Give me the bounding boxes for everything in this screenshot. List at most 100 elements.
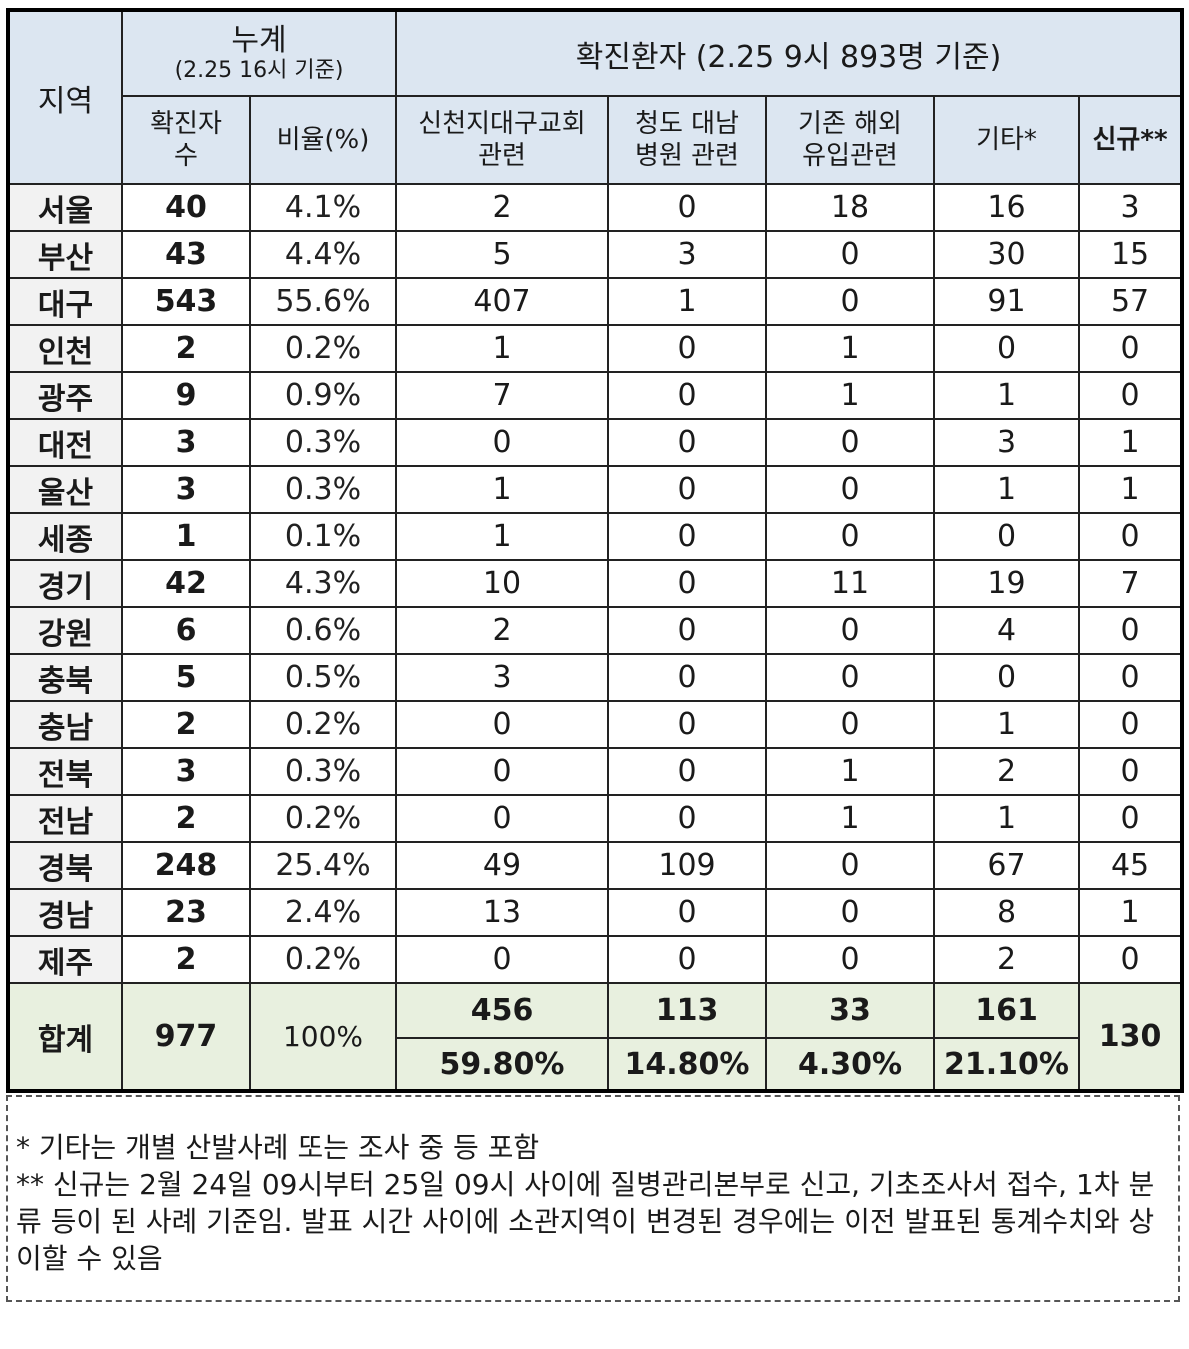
count-cell: 23 (121, 888, 251, 937)
count-cell: 2 (121, 700, 251, 749)
region-cell: 제주 (7, 935, 123, 984)
other-cell: 2 (933, 935, 1081, 984)
region-cell: 서울 (7, 183, 123, 232)
header-cheongdo: 청도 대남 병원 관련 (607, 95, 768, 185)
region-cell: 경기 (7, 559, 123, 608)
total-count: 977 (121, 982, 251, 1092)
cheongdo-cell: 3 (607, 230, 768, 279)
ratio-cell: 0.3% (248, 465, 398, 514)
count-cell: 5 (121, 653, 251, 702)
overseas-cell: 0 (765, 230, 936, 279)
cheongdo-cell: 0 (607, 747, 768, 796)
table-row: 강원 6 0.6% 2 0 0 4 0 (7, 606, 1184, 655)
table-row: 서울 40 4.1% 2 0 18 16 3 (7, 183, 1184, 232)
count-cell: 248 (121, 841, 251, 890)
overseas-cell: 0 (765, 888, 936, 937)
overseas-cell: 0 (765, 465, 936, 514)
count-cell: 2 (121, 324, 251, 373)
ratio-cell: 0.2% (248, 935, 398, 984)
new-cell: 57 (1078, 277, 1184, 326)
shincheonji-cell: 49 (395, 841, 610, 890)
count-cell: 40 (121, 183, 251, 232)
cheongdo-cell: 0 (607, 465, 768, 514)
ratio-cell: 4.4% (248, 230, 398, 279)
ratio-cell: 0.3% (248, 747, 398, 796)
count-cell: 9 (121, 371, 251, 420)
ratio-cell: 2.4% (248, 888, 398, 937)
table-row: 광주 9 0.9% 7 0 1 1 0 (7, 371, 1184, 420)
shincheonji-cell: 1 (395, 512, 610, 561)
table-row: 제주 2 0.2% 0 0 0 2 0 (7, 935, 1184, 984)
ratio-cell: 0.5% (248, 653, 398, 702)
count-cell: 543 (121, 277, 251, 326)
region-cell: 울산 (7, 465, 123, 514)
new-cell: 45 (1078, 841, 1184, 890)
ratio-cell: 4.1% (248, 183, 398, 232)
cheongdo-cell: 109 (607, 841, 768, 890)
region-cell: 전북 (7, 747, 123, 796)
new-cell: 1 (1078, 888, 1184, 937)
other-cell: 0 (933, 324, 1081, 373)
new-cell: 15 (1078, 230, 1184, 279)
other-cell: 91 (933, 277, 1081, 326)
region-cell: 인천 (7, 324, 123, 373)
new-cell: 1 (1078, 418, 1184, 467)
other-cell: 1 (933, 371, 1081, 420)
overseas-cell: 1 (765, 747, 936, 796)
overseas-cell: 0 (765, 935, 936, 984)
count-cell: 3 (121, 465, 251, 514)
cheongdo-cell: 0 (607, 183, 768, 232)
new-cell: 0 (1078, 794, 1184, 843)
report-container: 지역 누계 (2.25 16시 기준) 확진환자 (2.25 9시 893명 기… (6, 8, 1185, 1302)
total-label: 합계 (7, 982, 123, 1092)
shincheonji-cell: 407 (395, 277, 610, 326)
cheongdo-cell: 0 (607, 794, 768, 843)
region-cell: 세종 (7, 512, 123, 561)
count-cell: 2 (121, 935, 251, 984)
overseas-cell: 0 (765, 418, 936, 467)
total-overseas: 33 (765, 982, 936, 1039)
overseas-cell: 0 (765, 700, 936, 749)
region-cell: 충남 (7, 700, 123, 749)
other-cell: 0 (933, 512, 1081, 561)
ratio-cell: 25.4% (248, 841, 398, 890)
shincheonji-cell: 0 (395, 747, 610, 796)
table-row: 경기 42 4.3% 10 0 11 19 7 (7, 559, 1184, 608)
table-row: 전북 3 0.3% 0 0 1 2 0 (7, 747, 1184, 796)
region-cell: 대구 (7, 277, 123, 326)
footnotes: * 기타는 개별 산발사례 또는 조사 중 등 포함 ** 신규는 2월 24일… (6, 1095, 1180, 1302)
table-body: 서울 40 4.1% 2 0 18 16 3 부산 43 4.4% 5 3 0 30 15 대구 543 55.6%… (7, 183, 1184, 984)
other-cell: 16 (933, 183, 1081, 232)
ratio-cell: 55.6% (248, 277, 398, 326)
other-cell: 67 (933, 841, 1081, 890)
ratio-cell: 0.2% (248, 324, 398, 373)
shincheonji-cell: 0 (395, 794, 610, 843)
other-cell: 4 (933, 606, 1081, 655)
count-cell: 42 (121, 559, 251, 608)
cheongdo-cell: 0 (607, 418, 768, 467)
shincheonji-cell: 0 (395, 418, 610, 467)
shincheonji-cell: 13 (395, 888, 610, 937)
region-cell: 대전 (7, 418, 123, 467)
count-cell: 6 (121, 606, 251, 655)
other-cell: 3 (933, 418, 1081, 467)
total-other: 161 (933, 982, 1081, 1039)
other-cell: 30 (933, 230, 1081, 279)
overseas-cell: 1 (765, 794, 936, 843)
region-cell: 광주 (7, 371, 123, 420)
new-cell: 7 (1078, 559, 1184, 608)
shincheonji-cell: 3 (395, 653, 610, 702)
overseas-cell: 1 (765, 324, 936, 373)
table-row: 울산 3 0.3% 1 0 0 1 1 (7, 465, 1184, 514)
table-row: 부산 43 4.4% 5 3 0 30 15 (7, 230, 1184, 279)
count-cell: 43 (121, 230, 251, 279)
count-cell: 3 (121, 747, 251, 796)
region-cell: 부산 (7, 230, 123, 279)
other-cell: 19 (933, 559, 1081, 608)
total-shincheonji: 456 (395, 982, 610, 1039)
overseas-cell: 1 (765, 371, 936, 420)
table-row: 충남 2 0.2% 0 0 0 1 0 (7, 700, 1184, 749)
header-region: 지역 (7, 9, 123, 185)
cheongdo-cell: 0 (607, 324, 768, 373)
shincheonji-cell: 0 (395, 935, 610, 984)
